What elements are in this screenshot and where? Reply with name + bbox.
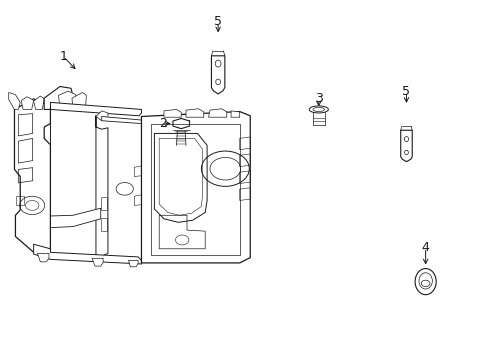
Polygon shape [59, 91, 77, 109]
Polygon shape [141, 112, 250, 263]
Polygon shape [231, 111, 239, 117]
Polygon shape [211, 56, 224, 94]
Text: 4: 4 [421, 241, 428, 254]
Text: 2: 2 [159, 117, 166, 130]
Polygon shape [128, 260, 138, 267]
Polygon shape [208, 109, 226, 117]
Polygon shape [38, 253, 49, 262]
Polygon shape [185, 109, 203, 117]
Polygon shape [96, 116, 108, 256]
Polygon shape [9, 93, 20, 109]
Polygon shape [102, 117, 141, 123]
Polygon shape [21, 97, 34, 109]
Polygon shape [96, 111, 108, 121]
Polygon shape [163, 109, 181, 117]
Text: 5: 5 [402, 85, 409, 98]
Polygon shape [34, 244, 141, 264]
Text: 5: 5 [214, 15, 222, 28]
Polygon shape [44, 86, 73, 109]
Polygon shape [92, 258, 103, 266]
Polygon shape [72, 93, 86, 109]
Polygon shape [15, 99, 50, 252]
Polygon shape [154, 134, 207, 222]
Text: 3: 3 [314, 93, 322, 105]
Polygon shape [50, 208, 101, 228]
Text: 1: 1 [60, 50, 67, 63]
Polygon shape [400, 130, 411, 162]
Polygon shape [34, 96, 44, 109]
Polygon shape [50, 102, 141, 116]
